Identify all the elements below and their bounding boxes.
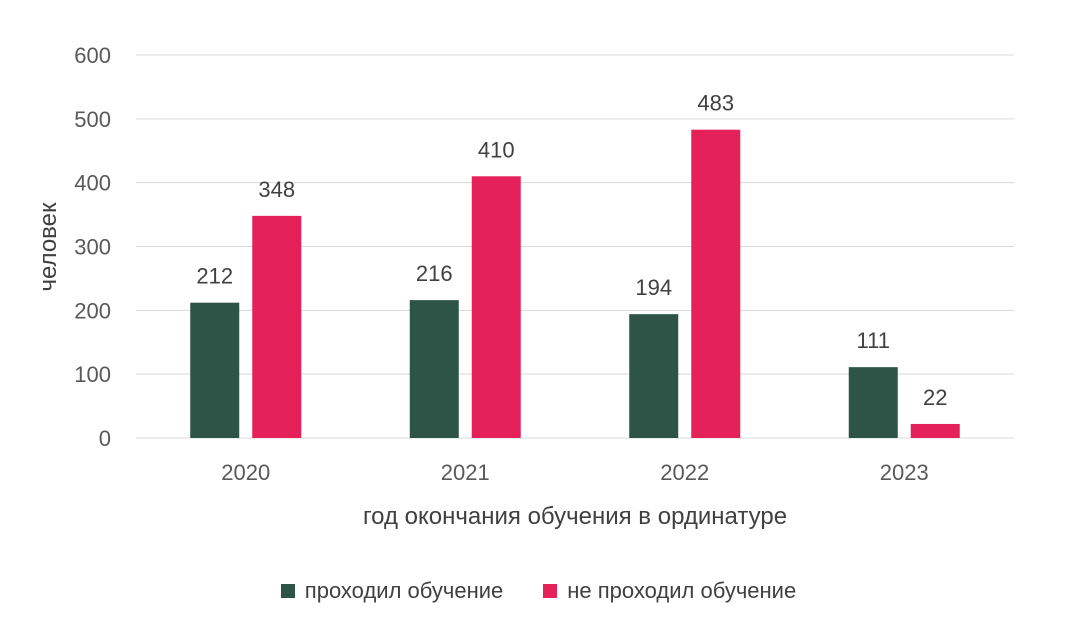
y-tick-label: 200: [74, 298, 111, 323]
bar-not-trained-2023: [910, 423, 960, 438]
x-axis-ticks: 2020 2021 2022 2023: [221, 460, 928, 485]
bar-not-trained-2021: [471, 176, 521, 439]
bar-not-trained-2022: [691, 129, 741, 438]
y-tick-label: 300: [74, 235, 111, 260]
data-label: 111: [857, 328, 890, 353]
bar-trained-2021: [409, 300, 459, 438]
legend-label-trained: проходил обучение: [304, 578, 504, 603]
data-label: 216: [416, 261, 453, 286]
data-label: 410: [478, 137, 515, 162]
legend-label-not-trained: не проходил обучение: [567, 578, 797, 603]
y-axis-ticks: 0 100 200 300 400 500 600: [74, 43, 111, 451]
legend-item-not-trained: не проходил обучение: [543, 578, 796, 604]
y-axis-title: человек: [35, 202, 62, 292]
legend: проходил обучение не проходил обучение: [0, 578, 1077, 604]
x-tick-label: 2021: [441, 460, 490, 485]
x-tick-label: 2023: [880, 460, 929, 485]
x-tick-label: 2022: [660, 460, 709, 485]
data-label: 212: [196, 264, 233, 289]
legend-item-trained: проходил обучение: [280, 578, 504, 604]
y-tick-label: 0: [99, 426, 111, 451]
data-label: 194: [635, 275, 672, 300]
y-tick-label: 400: [74, 171, 111, 196]
legend-swatch-not-trained: [543, 584, 558, 598]
y-tick-label: 500: [74, 107, 111, 132]
data-label: 348: [258, 177, 295, 202]
data-label: 22: [923, 385, 947, 410]
data-label: 483: [697, 91, 734, 116]
bar-trained-2022: [629, 314, 679, 438]
bar-trained-2020: [190, 302, 240, 438]
bars: [190, 129, 960, 439]
bar-trained-2023: [848, 367, 898, 438]
legend-swatch-trained: [280, 584, 295, 598]
data-labels: 212 348 216 410 194 483 111 22: [196, 91, 947, 410]
bar-not-trained-2020: [252, 215, 302, 438]
y-tick-label: 100: [74, 362, 111, 387]
x-axis-title: год окончания обучения в ординатуре: [363, 503, 787, 530]
y-tick-label: 600: [74, 43, 111, 68]
bar-chart: 0 100 200 300 400 500 600 212 348 216 410 194 483 11…: [35, 43, 1014, 530]
x-tick-label: 2020: [221, 460, 270, 485]
